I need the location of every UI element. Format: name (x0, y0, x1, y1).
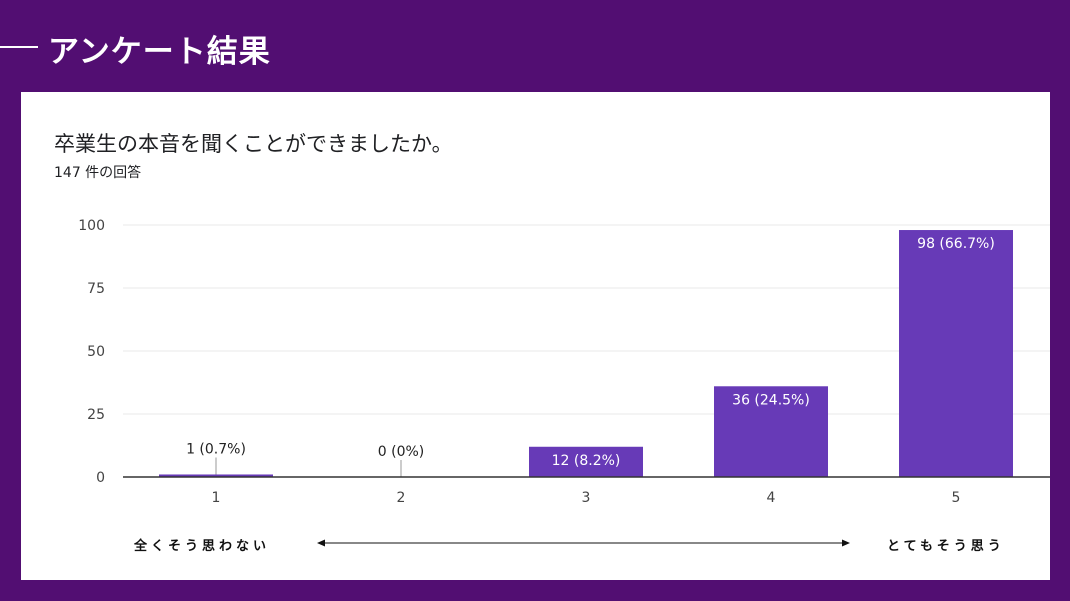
bar-data-label: 12 (8.2%) (552, 453, 621, 469)
bar-data-label: 0 (0%) (378, 444, 425, 460)
bar (159, 474, 273, 477)
scale-arrow-left-head (317, 539, 325, 547)
response-count: 147 件の回答 (54, 165, 142, 181)
y-tick-label: 75 (87, 281, 105, 297)
x-tick-label: 5 (952, 490, 961, 506)
scale-arrow (317, 539, 850, 547)
chart-gridlines (123, 224, 1050, 415)
x-tick-label: 3 (582, 490, 591, 506)
title-accent-line (0, 46, 38, 48)
bar-data-label: 98 (66.7%) (917, 236, 995, 252)
slide-title: アンケート結果 (48, 34, 271, 70)
x-tick-label: 1 (212, 490, 221, 506)
y-tick-label: 100 (78, 218, 105, 234)
chart-x-axis: 1 2 3 4 5 (123, 476, 1050, 506)
scale-label-left: 全くそう思わない (134, 539, 271, 554)
bar-data-label: 36 (24.5%) (732, 392, 810, 408)
y-tick-label: 50 (87, 344, 105, 360)
bar (899, 230, 1013, 477)
bar-data-label: 1 (0.7%) (186, 441, 246, 457)
scale-arrow-right-head (842, 539, 850, 547)
y-tick-label: 0 (96, 470, 105, 486)
y-tick-label: 25 (87, 407, 105, 423)
chart-bars: 1 (0.7%) 0 (0%) 12 (8.2%) 36 (24.5%) 98 (66.… (159, 230, 1013, 477)
survey-question: 卒業生の本音を聞くことができましたか。 (54, 132, 453, 156)
x-tick-label: 2 (397, 490, 406, 506)
survey-result-card: 卒業生の本音を聞くことができましたか。 147 件の回答 0 25 50 75 100 … (21, 92, 1050, 580)
chart-y-axis: 0 25 50 75 100 (78, 218, 105, 486)
x-tick-label: 4 (767, 490, 776, 506)
bar (714, 386, 828, 477)
bar (529, 446, 643, 477)
scale-label-right: とてもそう思う (887, 539, 1005, 554)
